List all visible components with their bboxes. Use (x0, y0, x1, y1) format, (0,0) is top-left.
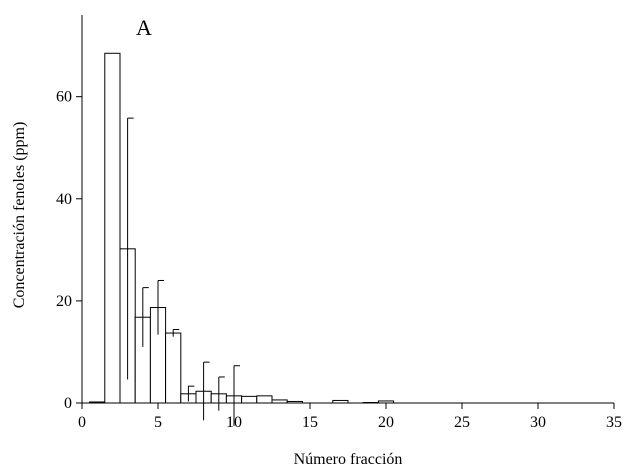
x-tick-label: 30 (530, 414, 546, 431)
bar (256, 395, 273, 404)
bar (332, 399, 349, 404)
x-tick-label: 5 (154, 414, 162, 431)
y-tick-label: 40 (56, 191, 72, 208)
y-tick-label: 60 (56, 89, 72, 106)
panel-label: A (136, 15, 152, 40)
bar (377, 400, 395, 404)
x-tick-label: 20 (378, 414, 394, 431)
bar (89, 401, 106, 404)
bar (286, 400, 303, 404)
x-tick-label: 15 (302, 414, 318, 431)
y-tick-label: 20 (56, 293, 72, 310)
y-tick-label: 0 (64, 395, 72, 412)
x-tick-label: 35 (606, 414, 622, 431)
x-tick-label: 25 (454, 414, 470, 431)
x-axis-label: Número fracción (294, 451, 403, 468)
bar (104, 52, 121, 404)
x-tick-label: 0 (78, 414, 86, 431)
bar (271, 399, 288, 404)
y-axis-label: Concentración fenoles (ppm) (11, 122, 28, 309)
bar (165, 332, 182, 404)
bar (362, 401, 379, 404)
bar (241, 395, 258, 404)
